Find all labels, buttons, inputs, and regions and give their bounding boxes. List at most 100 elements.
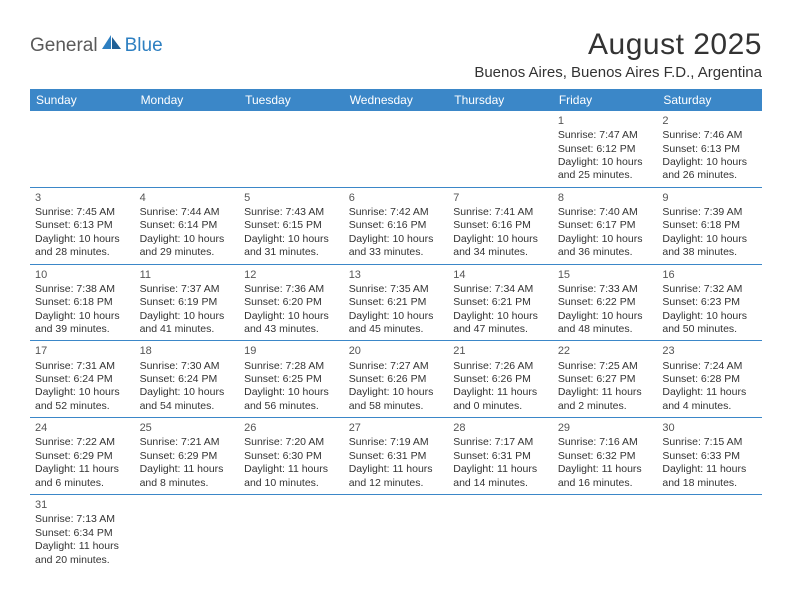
sunrise-text: Sunrise: 7:34 AM — [453, 283, 548, 296]
calendar-row: 1Sunrise: 7:47 AMSunset: 6:12 PMDaylight… — [30, 111, 762, 187]
day-number: 15 — [558, 268, 653, 282]
sunset-text: Sunset: 6:15 PM — [244, 219, 339, 232]
calendar-cell: 19Sunrise: 7:28 AMSunset: 6:25 PMDayligh… — [239, 341, 344, 418]
day-number: 22 — [558, 344, 653, 358]
calendar-cell: 25Sunrise: 7:21 AMSunset: 6:29 PMDayligh… — [135, 418, 240, 495]
daylight-text: Daylight: 10 hours and 36 minutes. — [558, 233, 653, 260]
calendar-cell: 31Sunrise: 7:13 AMSunset: 6:34 PMDayligh… — [30, 495, 135, 571]
calendar-cell-empty — [657, 495, 762, 571]
daylight-text: Daylight: 10 hours and 33 minutes. — [349, 233, 444, 260]
daylight-text: Daylight: 10 hours and 38 minutes. — [662, 233, 757, 260]
day-number: 26 — [244, 421, 339, 435]
sunrise-text: Sunrise: 7:15 AM — [662, 436, 757, 449]
daylight-text: Daylight: 11 hours and 0 minutes. — [453, 386, 548, 413]
sunset-text: Sunset: 6:13 PM — [35, 219, 130, 232]
daylight-text: Daylight: 11 hours and 18 minutes. — [662, 463, 757, 490]
daylight-text: Daylight: 10 hours and 29 minutes. — [140, 233, 235, 260]
sunset-text: Sunset: 6:12 PM — [558, 143, 653, 156]
sunset-text: Sunset: 6:19 PM — [140, 296, 235, 309]
day-number: 16 — [662, 268, 757, 282]
calendar-row: 24Sunrise: 7:22 AMSunset: 6:29 PMDayligh… — [30, 418, 762, 495]
day-number: 7 — [453, 191, 548, 205]
sunrise-text: Sunrise: 7:19 AM — [349, 436, 444, 449]
daylight-text: Daylight: 11 hours and 16 minutes. — [558, 463, 653, 490]
daylight-text: Daylight: 11 hours and 6 minutes. — [35, 463, 130, 490]
sail-icon — [101, 34, 123, 55]
day-number: 23 — [662, 344, 757, 358]
sunrise-text: Sunrise: 7:46 AM — [662, 129, 757, 142]
sunrise-text: Sunrise: 7:21 AM — [140, 436, 235, 449]
sunset-text: Sunset: 6:29 PM — [140, 450, 235, 463]
sunset-text: Sunset: 6:21 PM — [453, 296, 548, 309]
day-number: 10 — [35, 268, 130, 282]
day-number: 12 — [244, 268, 339, 282]
daylight-text: Daylight: 11 hours and 4 minutes. — [662, 386, 757, 413]
calendar-cell: 14Sunrise: 7:34 AMSunset: 6:21 PMDayligh… — [448, 264, 553, 341]
sunset-text: Sunset: 6:14 PM — [140, 219, 235, 232]
calendar-cell-empty — [553, 495, 658, 571]
day-number: 31 — [35, 498, 130, 512]
sunset-text: Sunset: 6:21 PM — [349, 296, 444, 309]
calendar-cell: 23 Sunrise: 7:24 AMSunset: 6:28 PMDayligh… — [657, 341, 762, 418]
sunset-text: Sunset: 6:18 PM — [35, 296, 130, 309]
daylight-text: Daylight: 10 hours and 58 minutes. — [349, 386, 444, 413]
calendar-cell: 9Sunrise: 7:39 AMSunset: 6:18 PMDaylight… — [657, 187, 762, 264]
day-number: 4 — [140, 191, 235, 205]
sunrise-text: Sunrise: 7:22 AM — [35, 436, 130, 449]
sunset-text: Sunset: 6:28 PM — [662, 373, 757, 386]
calendar-cell: 24Sunrise: 7:22 AMSunset: 6:29 PMDayligh… — [30, 418, 135, 495]
calendar-table: Sunday Monday Tuesday Wednesday Thursday… — [30, 89, 762, 571]
daylight-text: Daylight: 11 hours and 8 minutes. — [140, 463, 235, 490]
sunrise-text: Sunrise: 7:26 AM — [453, 360, 548, 373]
calendar-cell: 6Sunrise: 7:42 AMSunset: 6:16 PMDaylight… — [344, 187, 449, 264]
sunrise-text: Sunrise: 7:30 AM — [140, 360, 235, 373]
day-number: 9 — [662, 191, 757, 205]
day-number: 18 — [140, 344, 235, 358]
daylight-text: Daylight: 11 hours and 2 minutes. — [558, 386, 653, 413]
daylight-text: Daylight: 11 hours and 14 minutes. — [453, 463, 548, 490]
sunset-text: Sunset: 6:24 PM — [35, 373, 130, 386]
calendar-cell: 15Sunrise: 7:33 AMSunset: 6:22 PMDayligh… — [553, 264, 658, 341]
sunrise-text: Sunrise: 7:47 AM — [558, 129, 653, 142]
calendar-cell: 7Sunrise: 7:41 AMSunset: 6:16 PMDaylight… — [448, 187, 553, 264]
calendar-row: 10Sunrise: 7:38 AMSunset: 6:18 PM Dayligh… — [30, 264, 762, 341]
sunrise-text: Sunrise: 7:24 AM — [662, 360, 757, 373]
sunrise-text: Sunrise: 7:25 AM — [558, 360, 653, 373]
sunrise-text: Sunrise: 7:20 AM — [244, 436, 339, 449]
day-number: 2 — [662, 114, 757, 128]
daylight-text: Daylight: 10 hours and 28 minutes. — [35, 233, 130, 260]
calendar-cell-empty — [448, 111, 553, 187]
day-number: 21 — [453, 344, 548, 358]
header: General Blue August 2025 Buenos Aires, B… — [30, 28, 762, 81]
sunrise-text: Sunrise: 7:42 AM — [349, 206, 444, 219]
sunset-text: Sunset: 6:31 PM — [453, 450, 548, 463]
sunset-text: Sunset: 6:29 PM — [35, 450, 130, 463]
calendar-cell-empty — [135, 111, 240, 187]
calendar-cell: 4Sunrise: 7:44 AMSunset: 6:14 PMDaylight… — [135, 187, 240, 264]
calendar-cell: 20Sunrise: 7:27 AMSunset: 6:26 PMDayligh… — [344, 341, 449, 418]
calendar-cell-empty — [344, 111, 449, 187]
sunset-text: Sunset: 6:22 PM — [558, 296, 653, 309]
sunset-text: Sunset: 6:18 PM — [662, 219, 757, 232]
daylight-text: Daylight: 10 hours and 43 minutes. — [244, 310, 339, 337]
day-number: 11 — [140, 268, 235, 282]
sunrise-text: Sunrise: 7:40 AM — [558, 206, 653, 219]
calendar-cell: 8Sunrise: 7:40 AMSunset: 6:17 PMDaylight… — [553, 187, 658, 264]
day-number: 25 — [140, 421, 235, 435]
day-header: Monday — [135, 89, 240, 111]
sunset-text: Sunset: 6:20 PM — [244, 296, 339, 309]
calendar-cell: 29Sunrise: 7:16 AMSunset: 6:32 PMDayligh… — [553, 418, 658, 495]
calendar-cell: 17Sunrise: 7:31 AMSunset: 6:24 PMDayligh… — [30, 341, 135, 418]
sunrise-text: Sunrise: 7:28 AM — [244, 360, 339, 373]
sunrise-text: Sunrise: 7:38 AM — [35, 283, 130, 296]
calendar-cell: 22Sunrise: 7:25 AMSunset: 6:27 PMDayligh… — [553, 341, 658, 418]
sunrise-text: Sunrise: 7:45 AM — [35, 206, 130, 219]
daylight-text: Daylight: 10 hours and 34 minutes. — [453, 233, 548, 260]
daylight-text: Daylight: 10 hours and 52 minutes. — [35, 386, 130, 413]
sunrise-text: Sunrise: 7:44 AM — [140, 206, 235, 219]
daylight-text: Daylight: 10 hours and 56 minutes. — [244, 386, 339, 413]
calendar-cell-empty — [239, 111, 344, 187]
day-header: Wednesday — [344, 89, 449, 111]
daylight-text: Daylight: 10 hours and 48 minutes. — [558, 310, 653, 337]
day-number: 20 — [349, 344, 444, 358]
